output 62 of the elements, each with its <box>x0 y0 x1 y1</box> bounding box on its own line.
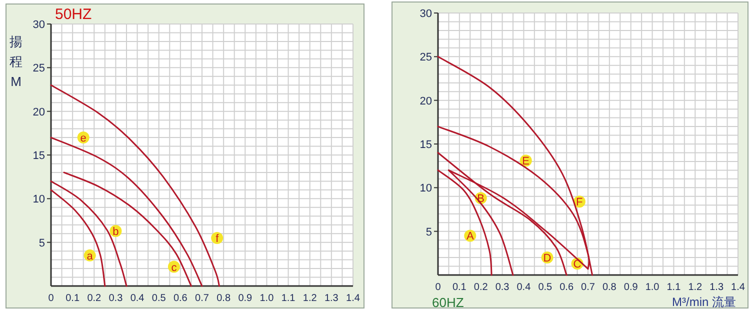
y-tick-label: 10 <box>420 182 432 195</box>
x-tick-label: 1.4 <box>346 293 360 304</box>
y-tick-label: 30 <box>32 19 45 31</box>
y-tick-label: 25 <box>420 52 432 64</box>
x-tick-label: 0.3 <box>108 293 124 304</box>
x-tick-label: 0.2 <box>87 293 102 304</box>
annotation: E <box>520 154 532 168</box>
x-tick-label: 1.3 <box>710 282 724 293</box>
annotation: F <box>573 196 586 209</box>
x-tick-label: 0.2 <box>474 282 488 293</box>
y-tick-label: 5 <box>38 237 45 250</box>
x-tick-label: 0.4 <box>516 282 532 293</box>
x-tick-label: 0.9 <box>624 282 638 293</box>
x-tick-label: 1.1 <box>666 282 682 293</box>
y-tick-label: 5 <box>426 226 432 238</box>
x-tick-label: 0 <box>48 293 54 304</box>
x-tick-label: 0.6 <box>173 293 188 304</box>
x-tick-label: 0.4 <box>130 293 145 304</box>
y-tick-label: 30 <box>420 8 432 20</box>
y-tick-label: 15 <box>420 139 432 151</box>
annotation: b <box>110 224 122 238</box>
annotation: E <box>522 156 530 168</box>
annotation: a <box>86 250 94 262</box>
x-tick-label: 1.1 <box>281 293 296 304</box>
x-tick-label: 0.7 <box>195 293 210 304</box>
chart-title: 50HZ <box>55 6 92 23</box>
annotation: F <box>576 196 584 209</box>
annotation: f <box>216 232 220 245</box>
x-tick-label: 0.8 <box>216 293 231 304</box>
x-tick-label: 0.7 <box>581 282 596 293</box>
x-tick-label: 1.0 <box>645 282 660 293</box>
annotation: b <box>112 226 119 238</box>
annotation: D <box>541 252 554 265</box>
x-tick-label: 0.3 <box>495 282 510 293</box>
text: 60HZ <box>432 295 464 310</box>
x-tick-label: 0.8 <box>602 282 617 293</box>
annotation: A <box>464 230 476 243</box>
x-tick-label: 1.2 <box>302 293 318 304</box>
x-axis-title: M³/min 流量 <box>672 295 736 309</box>
y-tick-label: 20 <box>32 106 45 118</box>
x-tick-label: 0.5 <box>152 293 166 304</box>
x-tick-label: 1.2 <box>688 282 703 293</box>
x-tick-label: 1.4 <box>731 282 746 293</box>
annotation: c <box>168 260 180 274</box>
annotation: c <box>171 262 178 274</box>
annotation: e <box>77 132 90 145</box>
x-tick-label: 0 <box>435 282 442 293</box>
y-tick-label: 10 <box>32 194 45 206</box>
x-tick-label: 1.0 <box>260 293 274 304</box>
y-axis-title: 揚程M <box>10 34 22 89</box>
annotation: e <box>80 132 86 145</box>
x-tick-label: 1.3 <box>324 293 339 304</box>
x-tick-label: 0.5 <box>538 282 553 293</box>
annotation: a <box>84 249 96 262</box>
annotation: f <box>211 232 224 245</box>
y-tick-label: 25 <box>32 62 45 75</box>
y-tick-label: 20 <box>420 95 432 108</box>
x-tick-label: 0.6 <box>560 282 574 293</box>
x-tick-label: 0.9 <box>238 293 253 304</box>
x-tick-label: 0.1 <box>66 293 80 304</box>
y-tick-label: 15 <box>32 150 45 162</box>
x-tick-label: 0.1 <box>452 282 467 293</box>
